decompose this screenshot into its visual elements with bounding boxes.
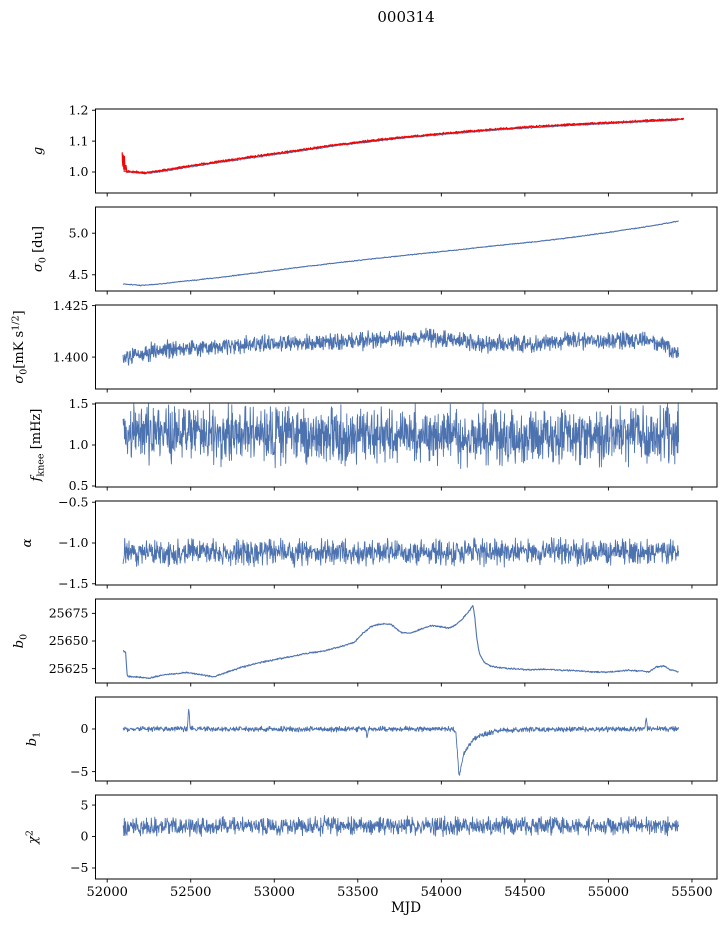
y-tick-label: 1.400 [53,349,89,364]
x-axis-label: MJD [390,900,422,916]
y-tick-label: 1.5 [69,396,89,411]
panel-sigma0-mks: 1.400 1.425 σ0[mK s1/2] [10,298,718,393]
y-tick-label: 0 [81,829,89,844]
x-tick-label: 53500 [337,885,378,900]
panel-frame [95,696,718,782]
panel-frame [95,598,718,684]
series-g-data [123,119,679,175]
y-tick-label: 1.2 [69,102,89,117]
series-alpha [122,537,680,568]
y-tick-label: 25650 [49,633,89,648]
panel-b1: 0 −5 b1 [25,696,718,785]
x-tick-label: 52500 [170,885,211,900]
y-axis-label-b1: b1 [25,732,42,746]
y-tick-label: 25675 [49,606,89,621]
panel-b0: 25625 25650 25675 b0 [12,598,718,687]
x-tick-label: 54500 [504,885,545,900]
x-tick-label: 53000 [254,885,295,900]
x-tick-label: 55000 [588,885,629,900]
series-g-fit [121,117,685,175]
series-sigma0-mks [122,327,680,366]
y-tick-label: −5 [70,860,88,875]
y-tick-label: 5.0 [69,225,89,240]
y-tick-label: 1.1 [69,133,89,148]
y-axis-label-sigma0-mks: σ0[mK s1/2] [10,310,29,383]
y-axis-label-g: g [31,147,46,155]
x-tick-label: 52000 [87,885,128,900]
x-tick-label: 55500 [671,885,712,900]
y-tick-label: 0.5 [69,478,89,493]
y-tick-label: −0.5 [58,494,88,509]
y-tick-label: 0 [81,721,89,736]
y-axis-label-b0: b0 [12,634,29,648]
y-tick-label: 4.5 [69,267,89,282]
y-tick-label: −1.5 [58,576,88,591]
y-axis-label-alpha: α [20,538,35,547]
series-b0 [122,605,679,680]
x-tick-label: 54000 [421,885,462,900]
plot-title: 000314 [377,8,435,26]
panel-fknee: 0.5 1.0 1.5 fknee [mHz] [29,396,718,493]
series-b1 [122,708,680,776]
y-tick-label: 25625 [49,661,89,676]
y-axis-label-chi2: χ2 [24,830,41,845]
panel-chi2: 52000 52500 53000 53500 54000 54500 55000 55500… [24,794,718,900]
panel-frame [95,304,718,390]
y-tick-label: 1.0 [69,437,89,452]
series-fknee [122,403,680,469]
y-tick-label: 1.0 [69,164,89,179]
y-tick-label: −5 [70,764,88,779]
y-axis-label-sigma0-du: σ0 [du] [31,226,48,272]
y-tick-label: 1.425 [53,298,89,313]
panel-g: 1.0 1.1 1.2 g [31,102,718,197]
series-sigma0-du [122,220,679,287]
y-tick-label: 5 [81,797,89,812]
panel-alpha: −0.5 −1.0 −1.5 α [20,494,718,591]
y-tick-label: −1.0 [58,535,88,550]
y-axis-label-fknee: fknee [mHz] [29,409,46,483]
panel-frame [95,402,718,488]
panel-frame [95,500,718,586]
panel-frame [95,206,718,292]
series-chi2 [122,815,680,838]
panel-frame [95,108,718,194]
panel-sigma0-du: 4.5 5.0 σ0 [du] [31,206,718,295]
panel-frame [95,794,718,880]
